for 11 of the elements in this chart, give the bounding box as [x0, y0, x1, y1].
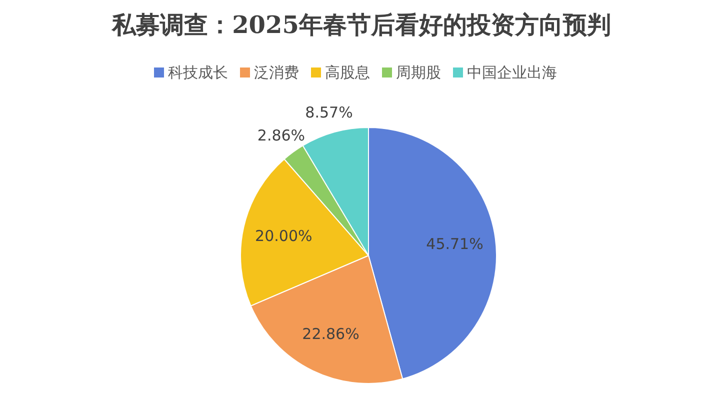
legend-label: 泛消费 — [254, 64, 299, 82]
data-label: 45.71% — [426, 234, 484, 253]
data-label: 8.57% — [305, 103, 353, 122]
legend-label: 科技成长 — [168, 64, 228, 82]
legend-label: 高股息 — [325, 64, 370, 82]
legend-label: 周期股 — [396, 64, 441, 82]
data-label: 2.86% — [257, 126, 306, 144]
chart-title: 私募调查：2025年春节后看好的投资方向预判 — [111, 10, 611, 39]
data-label: 22.86% — [302, 324, 360, 343]
legend-label: 中国企业出海 — [467, 64, 557, 82]
data-label: 20.00% — [255, 227, 312, 246]
